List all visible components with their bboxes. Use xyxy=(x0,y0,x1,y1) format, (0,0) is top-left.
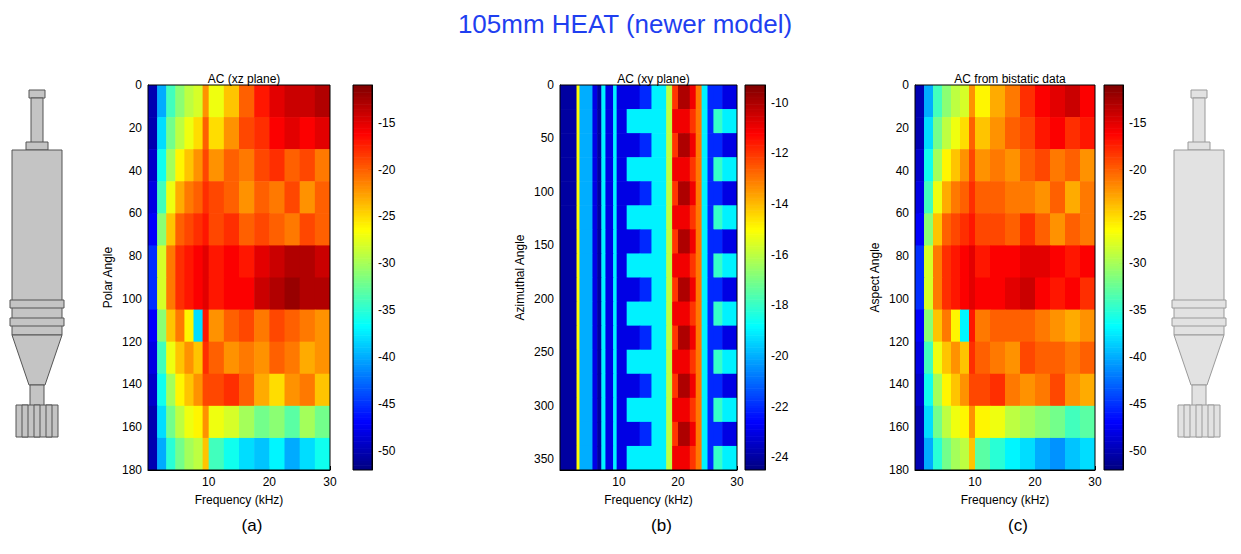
svg-text:-35: -35 xyxy=(1129,303,1147,317)
svg-text:20: 20 xyxy=(129,121,143,135)
svg-text:-30: -30 xyxy=(378,256,396,270)
svg-text:30: 30 xyxy=(323,475,337,489)
svg-text:(a): (a) xyxy=(242,516,263,535)
svg-text:-25: -25 xyxy=(1129,209,1147,223)
svg-text:Frequency (kHz): Frequency (kHz) xyxy=(195,493,284,507)
svg-text:40: 40 xyxy=(129,164,143,178)
svg-text:-22: -22 xyxy=(771,400,789,414)
svg-text:0: 0 xyxy=(547,78,554,92)
svg-text:20: 20 xyxy=(263,475,277,489)
svg-text:-14: -14 xyxy=(771,197,789,211)
svg-text:-10: -10 xyxy=(771,96,789,110)
svg-text:60: 60 xyxy=(129,206,143,220)
svg-text:-24: -24 xyxy=(771,450,789,464)
svg-text:-50: -50 xyxy=(1129,444,1147,458)
svg-text:10: 10 xyxy=(968,475,982,489)
svg-text:60: 60 xyxy=(896,206,910,220)
svg-text:-50: -50 xyxy=(378,444,396,458)
svg-text:-45: -45 xyxy=(378,397,396,411)
svg-text:160: 160 xyxy=(122,420,142,434)
svg-text:-12: -12 xyxy=(771,146,789,160)
svg-text:Aspect Angle: Aspect Angle xyxy=(868,242,882,312)
svg-text:Frequency (kHz): Frequency (kHz) xyxy=(961,493,1050,507)
svg-text:-40: -40 xyxy=(378,350,396,364)
svg-text:0: 0 xyxy=(902,78,909,92)
svg-text:250: 250 xyxy=(534,345,554,359)
svg-text:100: 100 xyxy=(534,185,554,199)
svg-text:Azimuthal Angle: Azimuthal Angle xyxy=(513,234,527,320)
svg-text:180: 180 xyxy=(122,463,142,477)
svg-text:(c): (c) xyxy=(1008,516,1028,535)
svg-text:Polar Angle: Polar Angle xyxy=(101,246,115,308)
svg-text:100: 100 xyxy=(889,292,909,306)
svg-text:350: 350 xyxy=(534,452,554,466)
svg-text:-20: -20 xyxy=(1129,163,1147,177)
svg-text:150: 150 xyxy=(534,238,554,252)
svg-text:30: 30 xyxy=(1088,475,1102,489)
svg-text:30: 30 xyxy=(730,475,744,489)
svg-text:20: 20 xyxy=(896,121,910,135)
svg-text:160: 160 xyxy=(889,420,909,434)
svg-text:40: 40 xyxy=(896,164,910,178)
svg-text:180: 180 xyxy=(889,463,909,477)
svg-text:AC from bistatic data: AC from bistatic data xyxy=(954,72,1066,86)
svg-text:-15: -15 xyxy=(1129,116,1147,130)
svg-text:-25: -25 xyxy=(378,209,396,223)
svg-text:300: 300 xyxy=(534,399,554,413)
svg-text:-15: -15 xyxy=(378,116,396,130)
svg-text:-20: -20 xyxy=(378,163,396,177)
svg-text:-45: -45 xyxy=(1129,397,1147,411)
svg-text:-16: -16 xyxy=(771,248,789,262)
svg-text:20: 20 xyxy=(671,475,685,489)
svg-text:-40: -40 xyxy=(1129,350,1147,364)
svg-text:0: 0 xyxy=(135,78,142,92)
svg-text:120: 120 xyxy=(122,335,142,349)
svg-text:10: 10 xyxy=(612,475,626,489)
svg-text:AC (xy plane): AC (xy plane) xyxy=(617,72,690,86)
svg-text:140: 140 xyxy=(122,377,142,391)
svg-text:Frequency (kHz): Frequency (kHz) xyxy=(604,493,693,507)
svg-text:105mm HEAT (newer model): 105mm HEAT (newer model) xyxy=(458,9,792,39)
svg-text:(b): (b) xyxy=(651,516,672,535)
svg-text:10: 10 xyxy=(202,475,216,489)
svg-text:-20: -20 xyxy=(771,349,789,363)
svg-text:20: 20 xyxy=(1028,475,1042,489)
svg-text:100: 100 xyxy=(122,292,142,306)
svg-text:120: 120 xyxy=(889,335,909,349)
svg-text:200: 200 xyxy=(534,292,554,306)
svg-text:50: 50 xyxy=(541,131,555,145)
svg-text:-30: -30 xyxy=(1129,256,1147,270)
svg-text:AC (xz plane): AC (xz plane) xyxy=(208,72,281,86)
svg-text:80: 80 xyxy=(129,249,143,263)
svg-text:-18: -18 xyxy=(771,298,789,312)
svg-text:80: 80 xyxy=(896,249,910,263)
svg-text:140: 140 xyxy=(889,377,909,391)
svg-text:-35: -35 xyxy=(378,303,396,317)
